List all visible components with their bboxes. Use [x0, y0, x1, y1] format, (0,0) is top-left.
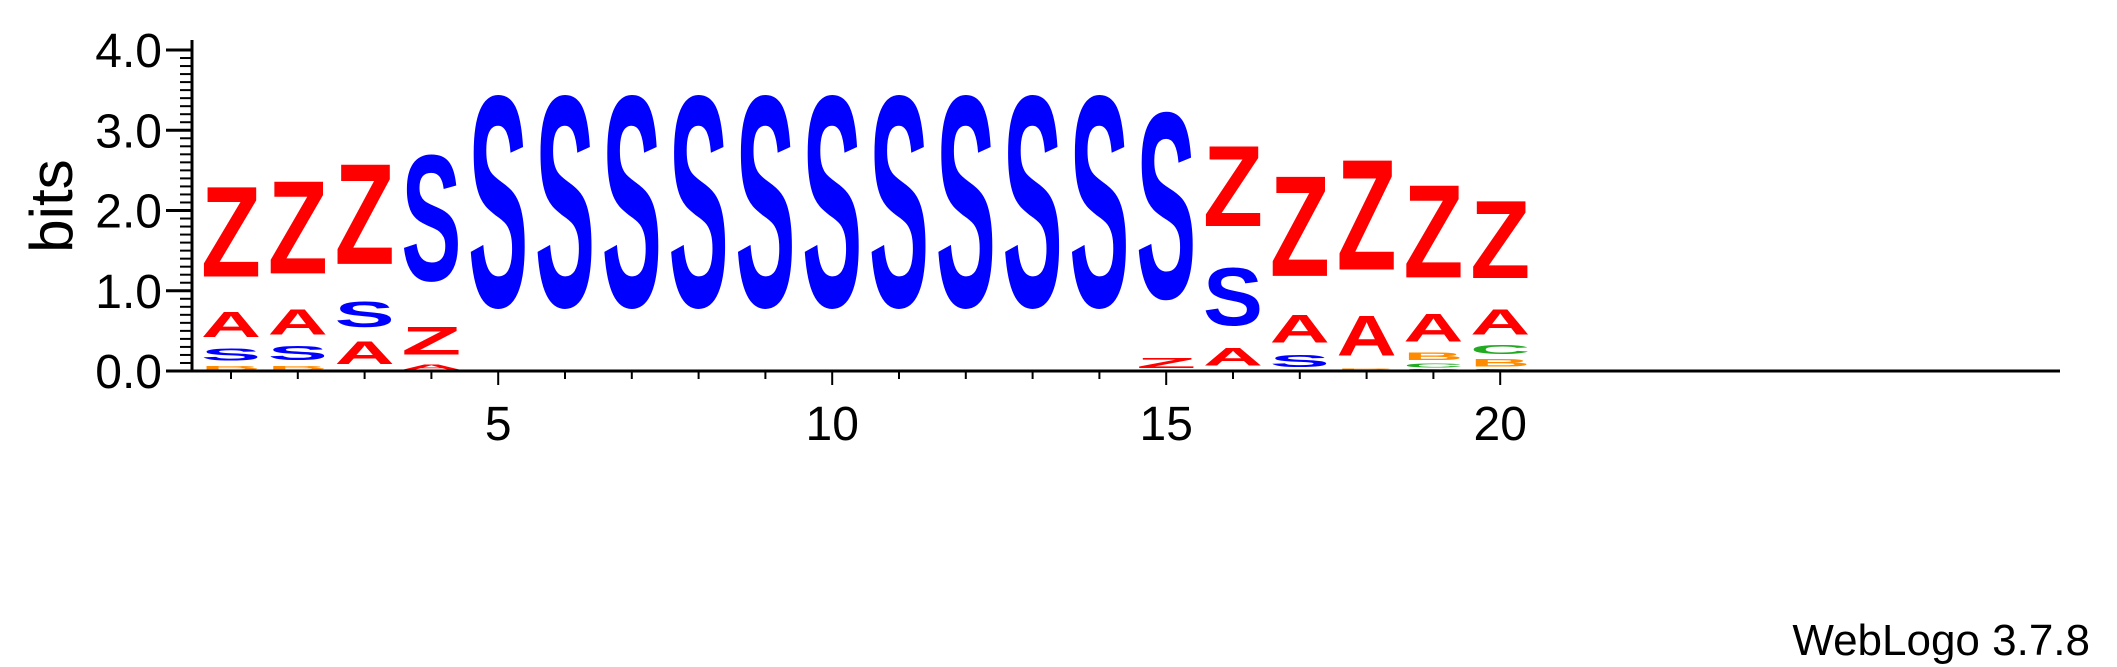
logo-letter-z-pos-2: Z — [268, 153, 328, 302]
logo-letter-z-pos-18: Z — [1337, 127, 1397, 304]
logo-letter-z-pos-17: Z — [1270, 146, 1330, 307]
glyph-layer: BSAZBSAZASZAZSSSSSSSSSSSZSASZSAZBAZSCBAZ… — [201, 34, 1530, 372]
logo-letter-s-pos-8: S — [669, 34, 729, 372]
logo-letter-a-pos-2: A — [268, 302, 328, 342]
y-tick-label: 4.0 — [95, 25, 162, 78]
x-tick-label: 15 — [1140, 398, 1193, 451]
logo-letter-s-pos-12: S — [936, 34, 996, 372]
logo-letter-s-pos-15: S — [1136, 58, 1196, 355]
logo-letter-z-pos-20: Z — [1470, 178, 1530, 302]
logo-letter-s-pos-9: S — [735, 34, 795, 372]
y-tick-label: 0.0 — [95, 346, 162, 399]
logo-letter-s-pos-5: S — [468, 34, 528, 372]
logo-letter-b-pos-19: B — [1403, 350, 1463, 362]
y-tick-label: 1.0 — [95, 266, 162, 319]
logo-letter-a-pos-18: A — [1337, 304, 1397, 368]
logo-letter-b-pos-18: B — [1337, 368, 1397, 371]
footer-software-label: WebLogo 3.7.8 — [1792, 616, 2090, 665]
y-axis-label: bits — [18, 159, 85, 252]
x-tick-label: 10 — [806, 398, 859, 451]
logo-letter-c-pos-20: C — [1470, 342, 1530, 357]
logo-letter-s-pos-17: S — [1270, 351, 1330, 371]
logo-letter-s-pos-7: S — [602, 34, 662, 372]
y-tick-label: 3.0 — [95, 105, 162, 158]
logo-letter-z-pos-1: Z — [201, 160, 261, 304]
logo-letter-a-pos-4: A — [401, 363, 461, 371]
logo-letter-a-pos-17: A — [1270, 307, 1330, 351]
y-tick-label: 2.0 — [95, 186, 162, 239]
logo-letter-s-pos-11: S — [869, 34, 929, 372]
logo-letter-s-pos-2: S — [268, 342, 328, 365]
logo-letter-b-pos-20: B — [1470, 356, 1530, 368]
logo-letter-z-pos-19: Z — [1403, 157, 1463, 306]
logo-letter-z-pos-16: Z — [1203, 121, 1263, 250]
logo-letter-z-pos-15: Z — [1136, 355, 1196, 371]
logo-letter-s-pos-1: S — [201, 344, 261, 364]
logo-letter-b-pos-2: B — [268, 365, 328, 371]
logo-letter-s-pos-10: S — [802, 34, 862, 372]
x-tick-label: 5 — [485, 398, 512, 451]
logo-letter-a-pos-16: A — [1203, 343, 1263, 371]
logo-letter-s-pos-14: S — [1069, 34, 1129, 372]
logo-letter-s-pos-13: S — [1003, 34, 1063, 372]
logo-letter-a-pos-19: A — [1403, 306, 1463, 350]
logo-letter-a-pos-1: A — [201, 304, 261, 344]
logo-letter-c-pos-19: C — [1403, 362, 1463, 368]
logo-letter-z-pos-3: Z — [335, 134, 395, 295]
logo-letter-s-pos-16: S — [1203, 251, 1263, 343]
axes: 0.0 1.0 2.0 3.0 4.0 5 10 15 20 — [95, 25, 2060, 451]
logo-letter-a-pos-3: A — [335, 335, 395, 371]
logo-letter-s-pos-3: S — [335, 295, 395, 335]
logo-letter-b-pos-1: B — [201, 365, 261, 371]
logo-letter-s-pos-4: S — [401, 118, 461, 319]
logo-letter-a-pos-20: A — [1470, 302, 1530, 342]
logo-letter-s-pos-6: S — [535, 34, 595, 372]
logo-letter-z-pos-4: Z — [401, 319, 461, 363]
x-tick-label: 20 — [1474, 398, 1527, 451]
